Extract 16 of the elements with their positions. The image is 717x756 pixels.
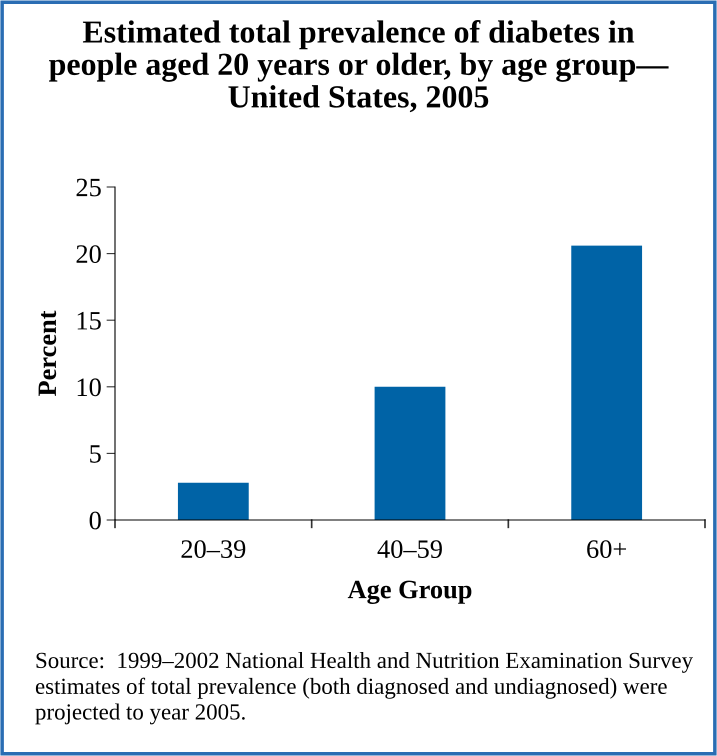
y-tick-label: 20	[76, 245, 101, 264]
x-tick-label: 40–59	[378, 540, 442, 558]
x-axis-title: Age Group	[348, 580, 472, 604]
y-tick-label: 5	[90, 445, 101, 463]
y-tick-label: 0	[90, 512, 101, 530]
y-tick-label: 25	[76, 178, 101, 196]
bar	[374, 386, 446, 520]
x-tick-label: 20–39	[182, 540, 246, 558]
x-tick-label: 60+	[587, 540, 626, 558]
source-note: Source: 1999–2002 National Health and Nutrition Examination Survey estimates of total prevalence (both diagnosed and undiagnosed) were projected to year 2005.	[35, 652, 694, 724]
chart-title: Estimated total prevalence of diabetes in people aged 20 years or older, by age group— United States, 2005	[49, 20, 669, 112]
y-tick-label: 15	[78, 312, 101, 330]
y-tick-label: 10	[78, 378, 101, 396]
bar	[571, 246, 642, 520]
y-axis-title: Percent	[38, 310, 56, 396]
bar	[178, 482, 249, 520]
